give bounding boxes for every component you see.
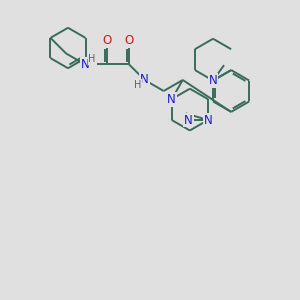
Text: O: O (103, 34, 112, 47)
Text: N: N (167, 93, 176, 106)
Text: H: H (88, 54, 96, 64)
Text: N: N (204, 113, 212, 127)
Text: N: N (140, 74, 149, 86)
Text: N: N (184, 113, 193, 127)
Text: N: N (81, 58, 89, 71)
Text: O: O (124, 34, 134, 47)
Text: H: H (134, 80, 141, 90)
Text: N: N (167, 93, 176, 106)
Text: N: N (209, 74, 218, 87)
